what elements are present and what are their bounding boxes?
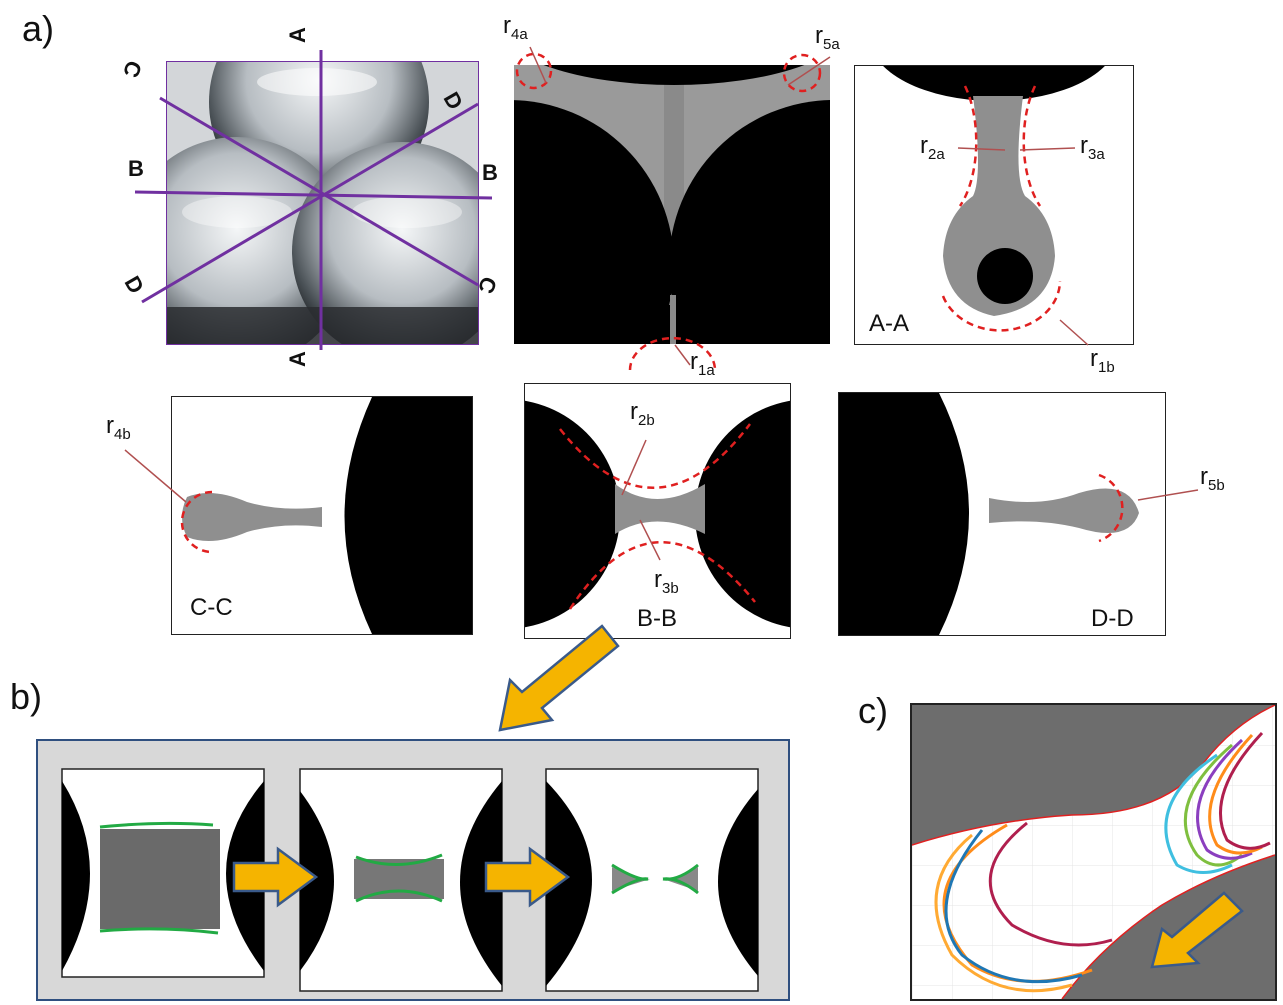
orange-diagonal-arrow [498, 624, 620, 732]
sequence-image-3 [545, 768, 759, 992]
section-aa-label: A-A [869, 310, 909, 337]
bb-pointers [621, 439, 661, 561]
sequence-arrow-2 [484, 846, 571, 908]
panel-label-b: b) [10, 676, 43, 717]
label-r5a: r5a [815, 22, 840, 53]
sequence-image-2 [299, 768, 503, 992]
panel-label-a: a) [22, 8, 55, 49]
section-aa-panel: A-A [854, 65, 1134, 345]
label-r5b: r5b [1200, 463, 1225, 494]
label-r2a: r2a [920, 132, 945, 163]
section-dd-panel: D-D [838, 392, 1166, 636]
label-b-left: B [128, 156, 144, 181]
label-r3a: r3a [1080, 132, 1105, 163]
section-cc-label: C-C [190, 594, 233, 621]
section-dd-label: D-D [1091, 605, 1134, 632]
section-bb-label: B-B [637, 605, 677, 632]
label-r4a: r4a [503, 12, 528, 43]
label-r2b: r2b [630, 398, 655, 429]
label-a-top: A [284, 27, 310, 43]
label-r3b: r3b [654, 566, 679, 597]
section-bb-panel: B-B [524, 383, 791, 639]
label-a-bottom: A [284, 351, 310, 367]
panel-c-curves [910, 703, 1277, 1001]
label-r1b: r1b [1090, 345, 1115, 376]
panel-label-c: c) [858, 690, 888, 731]
top-view-ct-panel [514, 65, 830, 344]
dd-pointer [1137, 489, 1199, 501]
aa-pointers [957, 147, 1089, 346]
sequence-arrow-1 [232, 846, 319, 908]
cc-pointer [124, 449, 187, 503]
panel-b-frame [36, 739, 790, 1001]
label-r1a: r1a [690, 348, 715, 379]
section-lines [134, 50, 493, 350]
section-cc-panel: C-C [171, 396, 473, 635]
label-r4b: r4b [106, 412, 131, 443]
spheres-photo [166, 61, 479, 345]
label-b-right: B [482, 160, 498, 185]
panel-c-arrow [1150, 891, 1244, 969]
top-view-annotations [515, 46, 831, 371]
